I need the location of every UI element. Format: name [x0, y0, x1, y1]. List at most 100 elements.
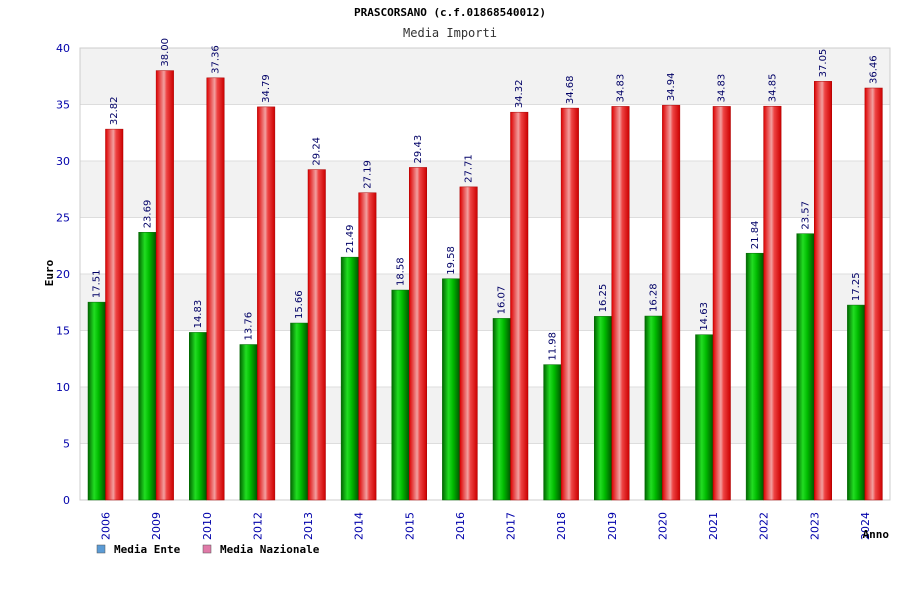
data-label: 14.83 — [193, 300, 204, 329]
bar-media-nazionale — [611, 106, 630, 501]
data-label: 11.98 — [547, 332, 558, 361]
data-label: 34.79 — [261, 74, 272, 103]
bar-media-ente — [340, 256, 359, 501]
bar-media-ente — [391, 289, 410, 501]
y-axis: 0 5 10 15 20 25 30 35 40 — [56, 42, 70, 507]
data-label: 29.43 — [413, 135, 424, 164]
data-label: 16.07 — [497, 286, 508, 315]
data-label: 21.84 — [750, 221, 761, 250]
bar-media-nazionale — [409, 167, 427, 501]
bar-media-nazionale — [257, 106, 276, 501]
data-label: 17.25 — [851, 272, 862, 301]
plot-border — [79, 47, 891, 501]
bar-media-nazionale — [712, 106, 731, 501]
data-label: 23.57 — [801, 201, 812, 230]
data-label: 17.51 — [92, 269, 103, 298]
bar-media-ente — [695, 334, 714, 501]
x-tick-label: 2017 — [505, 512, 518, 540]
legend-label: Media Ente — [114, 543, 181, 556]
legend-label: Media Nazionale — [220, 543, 320, 556]
y-tick-label: 20 — [56, 268, 70, 281]
x-tick-label: 2006 — [100, 512, 113, 540]
y-tick-label: 5 — [63, 438, 70, 451]
data-label: 38.00 — [160, 38, 171, 67]
data-label: 23.69 — [142, 200, 153, 229]
bar-media-nazionale — [358, 192, 377, 501]
y-tick-label: 15 — [56, 325, 70, 338]
x-tick-label: 2019 — [606, 512, 619, 540]
bar-media-nazionale — [105, 128, 124, 501]
y-tick-label: 30 — [56, 155, 70, 168]
data-label: 16.28 — [649, 283, 660, 312]
data-label: 16.25 — [598, 284, 609, 313]
y-tick-label: 35 — [56, 99, 70, 112]
data-label: 14.63 — [699, 302, 710, 331]
x-tick-label: 2014 — [353, 512, 366, 540]
x-tick-label: 2012 — [251, 512, 264, 540]
bar-media-ente — [442, 278, 461, 501]
y-axis-label: Euro — [43, 259, 56, 286]
data-label: 32.82 — [109, 96, 120, 125]
x-tick-label: 2020 — [656, 512, 669, 540]
data-label: 37.36 — [211, 45, 222, 74]
x-tick-label: 2016 — [454, 512, 467, 540]
bar-media-nazionale — [307, 169, 326, 501]
bar-media-ente — [847, 304, 866, 501]
bars: 17.51 32.82 23.69 38.00 14.83 37.36 13.76 34.79… — [87, 38, 883, 501]
bar-media-ente — [290, 322, 309, 501]
x-tick-label: 2021 — [707, 512, 720, 540]
data-label: 34.83 — [717, 74, 728, 103]
bar-media-ente — [492, 318, 511, 501]
data-label: 34.32 — [514, 80, 525, 109]
bar-media-ente — [138, 232, 157, 501]
data-label: 27.19 — [362, 160, 373, 189]
chart-title: PRASCORSANO (c.f.01868540012) — [354, 6, 546, 19]
x-axis: 2006 2009 2010 2012 2013 2014 2015 2016 2017 2018… — [100, 512, 872, 540]
y-tick-label: 0 — [63, 494, 70, 507]
x-tick-label: 2024 — [859, 512, 872, 540]
data-label: 13.76 — [244, 312, 255, 341]
bar-media-ente — [644, 315, 663, 501]
x-axis-label: Anno — [863, 528, 890, 541]
x-tick-label: 2022 — [758, 512, 771, 540]
legend-swatch — [96, 544, 106, 554]
bar-media-nazionale — [763, 105, 782, 501]
data-label: 34.94 — [666, 73, 677, 102]
chart-subtitle: Media Importi — [403, 26, 497, 40]
bar-media-nazionale — [155, 70, 174, 501]
y-tick-label: 10 — [56, 381, 70, 394]
bar-media-ente — [87, 301, 106, 501]
bar-media-ente — [239, 344, 258, 501]
bar-media-ente — [594, 316, 612, 501]
data-label: 27.71 — [464, 154, 475, 183]
bar-media-nazionale — [206, 77, 225, 501]
x-tick-label: 2018 — [555, 512, 568, 540]
bar-media-nazionale — [662, 104, 681, 501]
legend: Media Ente Media Nazionale — [96, 543, 320, 556]
data-label: 19.58 — [446, 246, 457, 275]
y-tick-label: 40 — [56, 42, 70, 55]
bar-media-nazionale — [814, 81, 832, 501]
bar-media-nazionale — [560, 107, 579, 501]
bar-media-ente — [796, 233, 815, 501]
bar-media-nazionale — [864, 87, 883, 501]
data-label: 34.85 — [767, 74, 778, 103]
data-label: 37.05 — [818, 49, 829, 78]
data-label: 36.46 — [869, 55, 880, 84]
x-tick-label: 2023 — [808, 512, 821, 540]
data-label: 15.66 — [294, 290, 305, 319]
bar-media-nazionale — [459, 186, 478, 501]
x-tick-label: 2009 — [150, 512, 163, 540]
bar-media-ente — [543, 364, 562, 501]
x-tick-label: 2015 — [403, 512, 416, 540]
data-label: 34.68 — [565, 75, 576, 104]
data-label: 21.49 — [345, 225, 356, 254]
data-label: 18.58 — [396, 257, 407, 286]
legend-swatch — [202, 544, 212, 554]
data-label: 29.24 — [312, 137, 323, 166]
x-tick-label: 2013 — [302, 512, 315, 540]
y-tick-label: 25 — [56, 212, 70, 225]
bar-media-ente — [745, 252, 764, 501]
x-tick-label: 2010 — [201, 512, 214, 540]
